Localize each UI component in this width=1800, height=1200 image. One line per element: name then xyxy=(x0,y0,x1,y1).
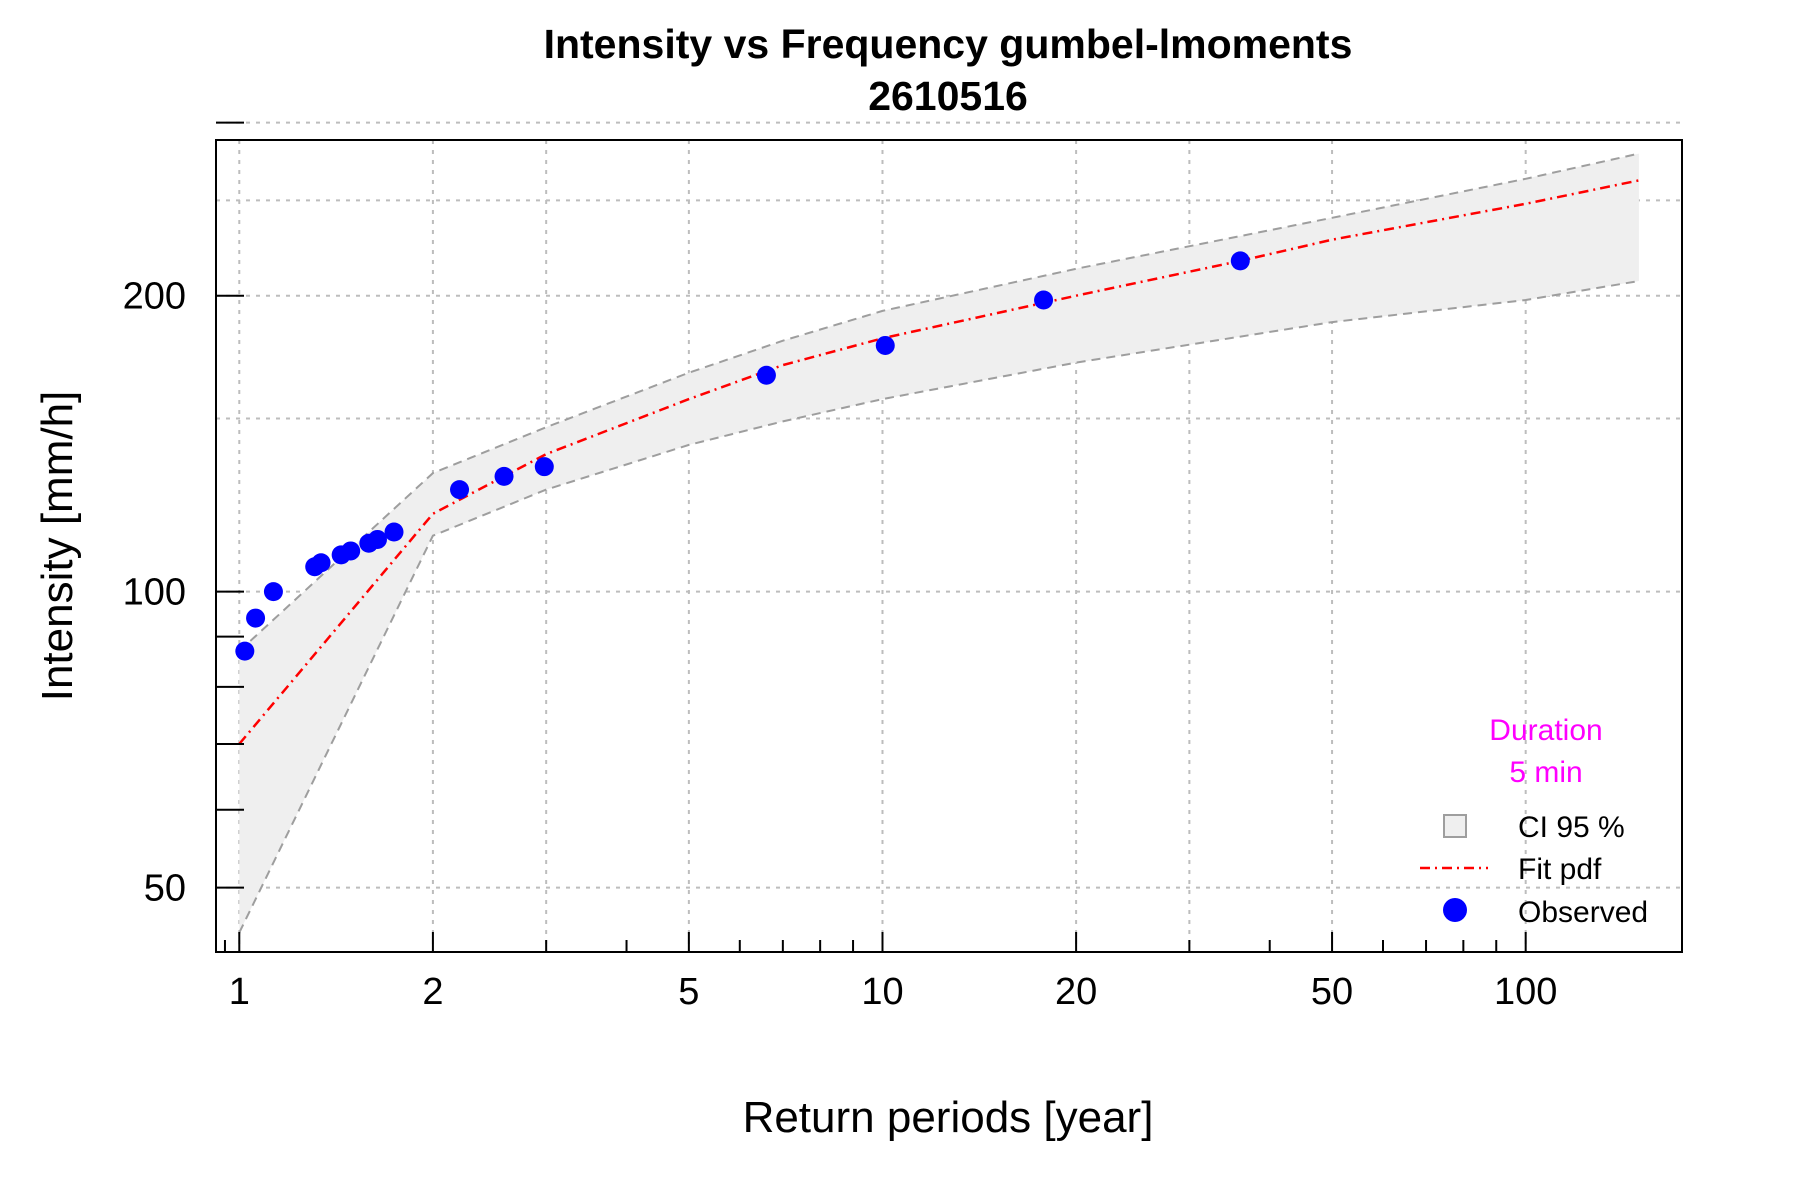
observed-point xyxy=(875,335,895,355)
legend-fit-label: Fit pdf xyxy=(1518,853,1602,886)
ci-lower-line xyxy=(238,280,1640,934)
x-tick-label: 50 xyxy=(1311,971,1353,1013)
x-tick-label: 20 xyxy=(1055,971,1097,1013)
legend-title-duration: Duration xyxy=(1489,714,1602,747)
x-axis-label: Return periods [year] xyxy=(743,1093,1154,1142)
observed-point xyxy=(341,541,361,561)
observed-point xyxy=(246,608,266,628)
legend-ci-label: CI 95 % xyxy=(1518,811,1625,844)
observed-point xyxy=(263,582,283,602)
observed-point xyxy=(756,365,776,385)
x-tick-label: 10 xyxy=(861,971,903,1013)
x-tick-label: 2 xyxy=(422,971,443,1013)
legend-ci-swatch xyxy=(1443,814,1467,838)
observed-point xyxy=(235,641,255,661)
ci-band xyxy=(239,153,1639,933)
observed-point xyxy=(367,529,387,549)
observed-point xyxy=(1230,251,1250,271)
observed-point xyxy=(494,466,514,486)
chart-title: Intensity vs Frequency gumbel-lmoments xyxy=(544,21,1353,67)
x-tick-label: 5 xyxy=(678,971,699,1013)
observed-point xyxy=(311,553,331,573)
y-tick-label: 50 xyxy=(144,868,186,910)
x-tick-label: 100 xyxy=(1494,971,1557,1013)
legend: Duration 5 min CI 95 % Fit pdf Observed xyxy=(1420,714,1648,929)
y-tick-label: 200 xyxy=(123,276,186,318)
y-axis-ticks: 50 100 200 xyxy=(123,121,244,910)
chart-subtitle: 2610516 xyxy=(868,73,1028,119)
x-tick-label: 1 xyxy=(229,971,250,1013)
observed-point xyxy=(450,480,470,500)
observed-points xyxy=(235,251,1250,661)
legend-observed-label: Observed xyxy=(1518,896,1648,929)
observed-point xyxy=(384,522,404,542)
x-axis-ticks: 1 2 5 10 20 50 100 xyxy=(223,932,1557,1013)
plot-frame xyxy=(215,139,1683,953)
observed-point xyxy=(534,457,554,477)
y-tick-label: 100 xyxy=(123,572,186,614)
y-axis-label: Intensity [mm/h] xyxy=(33,391,82,702)
observed-point xyxy=(1034,290,1054,310)
legend-observed-swatch xyxy=(1443,898,1467,922)
legend-title-value: 5 min xyxy=(1509,756,1582,789)
